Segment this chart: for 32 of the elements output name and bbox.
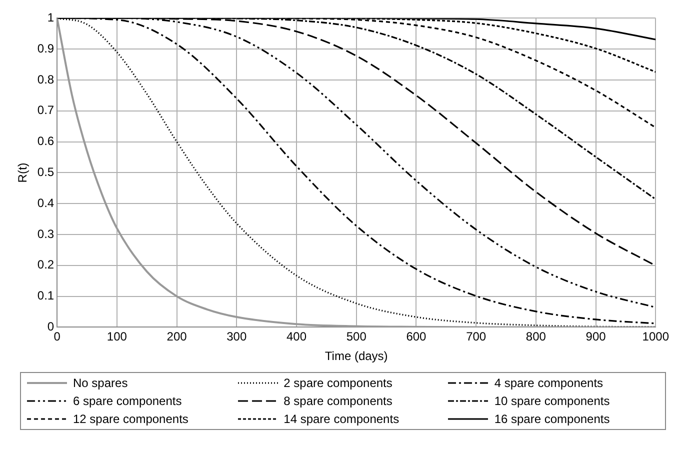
y-tick-label: 1 <box>47 10 54 25</box>
y-tick-label: 0.6 <box>37 134 54 148</box>
y-tick-label: 0.5 <box>37 165 54 180</box>
legend-label: 16 spare components <box>494 412 610 426</box>
legend-label: 12 spare components <box>73 412 188 426</box>
x-tick-label: 800 <box>526 330 546 344</box>
y-axis-title: R(t) <box>16 162 30 183</box>
y-tick-label: 0.9 <box>37 41 54 56</box>
legend-label: 2 spare components <box>284 376 392 390</box>
y-tick-label: 0.8 <box>37 72 54 86</box>
legend-label: 8 spare components <box>284 394 392 408</box>
x-tick-label: 100 <box>106 330 128 344</box>
y-tick-label: 0.3 <box>37 226 54 241</box>
legend-label: No spares <box>73 376 128 390</box>
y-tick-label: 0.4 <box>37 196 54 210</box>
legend-label: 14 spare components <box>284 412 400 426</box>
x-tick-label: 500 <box>346 330 367 344</box>
y-tick-label: 0 <box>47 320 54 334</box>
x-tick-label: 1000 <box>642 330 670 344</box>
y-tick-label: 0.1 <box>37 288 54 303</box>
legend-label: 6 spare components <box>73 394 182 408</box>
x-tick-label: 200 <box>166 330 188 344</box>
x-tick-label: 900 <box>586 330 606 344</box>
x-tick-label: 700 <box>466 330 486 344</box>
legend-label: 10 spare components <box>494 394 610 408</box>
y-tick-label: 0.7 <box>37 103 54 118</box>
x-axis-title: Time (days) <box>324 349 388 364</box>
x-tick-label: 300 <box>226 330 247 344</box>
y-tick-label: 0.2 <box>37 258 54 272</box>
legend-label: 4 spare components <box>494 376 604 390</box>
x-tick-label: 400 <box>286 330 307 344</box>
x-tick-label: 600 <box>406 330 427 344</box>
